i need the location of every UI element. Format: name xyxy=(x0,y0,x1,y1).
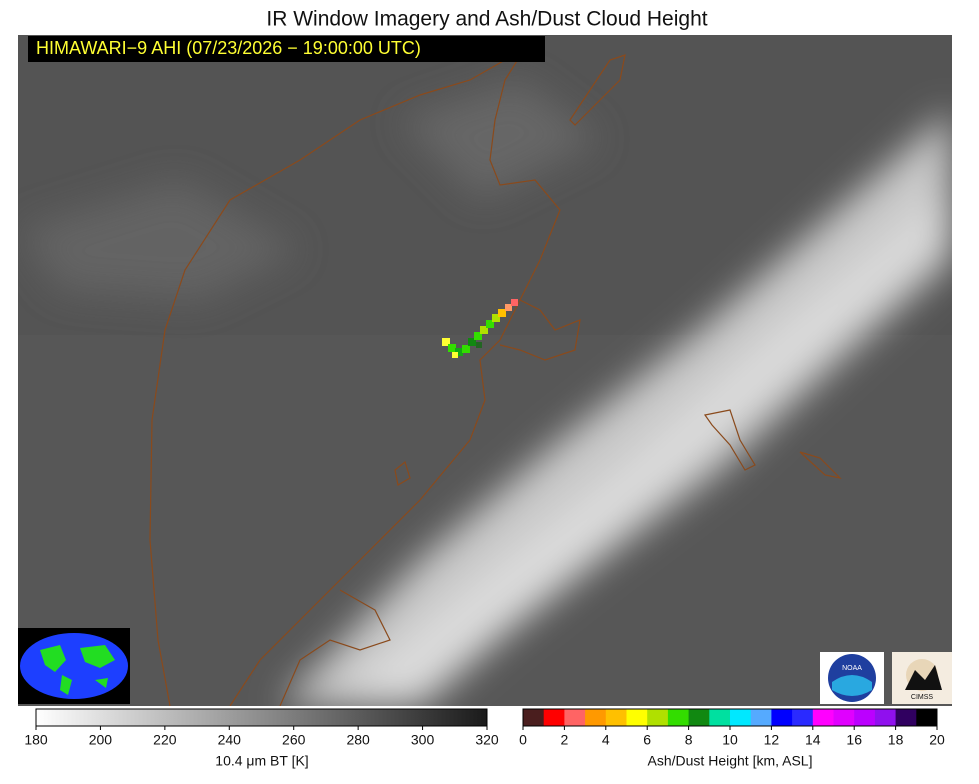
satellite-image xyxy=(18,35,952,706)
colorbar-segment xyxy=(564,709,586,726)
tick-label: 300 xyxy=(411,732,435,748)
colorbar-segment xyxy=(626,709,648,726)
ash-colorbar-frame xyxy=(522,708,938,727)
cimss-logo: CIMSS xyxy=(892,652,952,704)
colorbar-segment xyxy=(585,709,607,726)
colorbar-segment xyxy=(792,709,814,726)
colorbar-segment xyxy=(771,709,793,726)
colorbar-segment xyxy=(874,709,897,726)
tick-label: 14 xyxy=(805,732,821,748)
colorbar-segment xyxy=(523,709,545,726)
tick-label: 10 xyxy=(722,732,738,748)
cimss-text: CIMSS xyxy=(911,694,934,701)
coastlines xyxy=(149,39,842,706)
tick-label: 2 xyxy=(561,732,569,748)
tick-label: 180 xyxy=(24,732,48,748)
title: IR Window Imagery and Ash/Dust Cloud Hei… xyxy=(266,8,707,31)
tick-label: 240 xyxy=(218,732,242,748)
colorbar-segment xyxy=(709,709,731,726)
colorbar-segment xyxy=(730,709,752,726)
colorbar-segment xyxy=(688,709,710,726)
ash-colorbar-label: Ash/Dust Height [km, ASL] xyxy=(648,753,813,769)
noaa-text: NOAA xyxy=(842,665,862,672)
tick-label: 6 xyxy=(643,732,651,748)
tick-label: 280 xyxy=(346,732,370,748)
colorbar-segment xyxy=(895,709,917,726)
ir-colorbar xyxy=(35,708,488,727)
tick-label: 320 xyxy=(475,732,499,748)
noaa-logo: NOAA xyxy=(820,652,884,704)
colorbar-segment xyxy=(833,709,855,726)
colorbar-segment xyxy=(916,709,938,726)
tick-label: 260 xyxy=(282,732,306,748)
cloud-band xyxy=(20,80,952,706)
colorbar-segment xyxy=(543,709,565,726)
tick-label: 18 xyxy=(888,732,904,748)
tick-label: 8 xyxy=(685,732,693,748)
colorbar-segment xyxy=(854,709,876,726)
tick-label: 0 xyxy=(519,732,527,748)
tick-label: 16 xyxy=(846,732,862,748)
globe-inset xyxy=(18,628,130,704)
tick-label: 4 xyxy=(602,732,610,748)
ir-colorbar-label: 10.4 μm BT [K] xyxy=(215,753,308,769)
colorbar-segment xyxy=(750,709,772,726)
banner-box xyxy=(28,36,545,62)
colorbar-segment xyxy=(605,709,627,726)
tick-label: 12 xyxy=(764,732,780,748)
colorbar-segment xyxy=(812,709,834,726)
colorbar-segment xyxy=(667,709,690,726)
tick-label: 200 xyxy=(89,732,113,748)
banner: HIMAWARI−9 AHI (07/23/2026 − 19:00:00 UT… xyxy=(36,38,421,58)
tick-label: 20 xyxy=(929,732,945,748)
colorbar-segment xyxy=(647,709,669,726)
ash-plume xyxy=(442,299,518,358)
tick-label: 220 xyxy=(153,732,177,748)
